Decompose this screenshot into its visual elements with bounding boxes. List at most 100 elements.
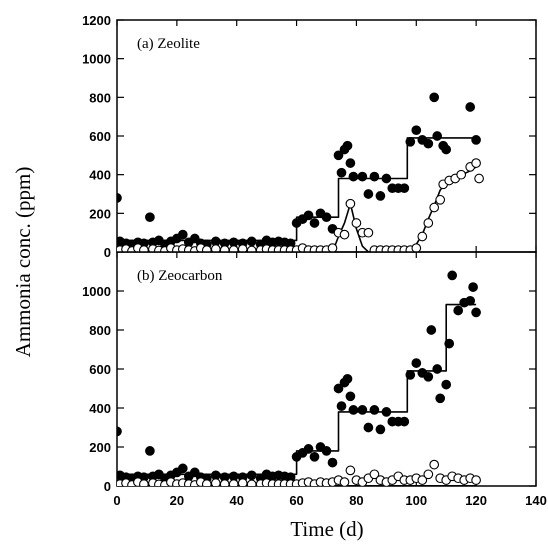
series-layer <box>117 92 484 252</box>
effluent-point <box>471 475 481 485</box>
influent-point <box>309 218 320 228</box>
y-tick-label: 600 <box>89 129 111 144</box>
y-tick-label: 800 <box>89 323 111 338</box>
x-tick-label: 100 <box>405 493 427 508</box>
influent-point <box>336 167 347 178</box>
effluent-point <box>228 479 239 486</box>
influent-point <box>447 270 458 281</box>
y-axis-label: Ammonia conc. (ppm) <box>11 167 35 358</box>
effluent-point <box>417 475 428 485</box>
influent-point <box>426 325 437 335</box>
influent-point <box>375 424 386 435</box>
influent-point <box>309 451 320 462</box>
y-tick-label: 1200 <box>82 13 111 28</box>
effluent-point <box>345 465 356 476</box>
effluent-point <box>351 218 362 228</box>
effluent-point <box>246 479 257 486</box>
effluent-point <box>429 459 440 470</box>
influent-point <box>465 102 476 112</box>
influent-point <box>435 393 446 404</box>
influent-point <box>411 125 422 136</box>
x-axis-label: Time (d) <box>290 517 363 541</box>
effluent-point <box>429 202 440 213</box>
influent-point <box>411 358 422 368</box>
influent-point <box>145 212 155 223</box>
y-tick-label: 200 <box>89 440 111 455</box>
influent-point <box>117 193 122 203</box>
effluent-point <box>339 229 350 240</box>
influent-point <box>423 138 434 149</box>
effluent-point <box>201 245 212 252</box>
series-layer <box>117 270 481 486</box>
effluent-point <box>219 479 230 486</box>
x-tick-label: 140 <box>525 493 547 508</box>
effluent-point <box>339 477 350 486</box>
x-tick-label: 40 <box>229 493 243 508</box>
influent-point <box>441 379 452 390</box>
x-tick-label: 0 <box>113 493 120 508</box>
panel-title: (b) Zeocarbon <box>137 268 223 284</box>
influent-point <box>321 212 332 223</box>
y-tick-label: 400 <box>89 168 111 183</box>
influent-point <box>357 405 368 415</box>
influent-point <box>357 171 368 182</box>
influent-point <box>145 446 155 456</box>
influent-point <box>453 305 464 316</box>
effluent-point <box>363 227 374 238</box>
x-tick-label: 60 <box>289 493 303 508</box>
effluent-point <box>423 218 434 228</box>
effluent-point <box>369 469 380 480</box>
influent-point <box>471 135 481 145</box>
influent-point <box>177 463 188 474</box>
effluent-point <box>327 243 338 252</box>
influent-point <box>321 446 332 456</box>
effluent-point <box>219 245 230 252</box>
effluent-point <box>435 194 446 205</box>
effluent-point <box>411 243 422 252</box>
effluent-point <box>345 198 356 209</box>
effluent-point <box>417 231 428 242</box>
panel-title: (a) Zeolite <box>137 36 200 52</box>
influent-point <box>399 183 410 194</box>
applied-load-step-line <box>117 303 477 476</box>
effluent-point <box>474 173 484 184</box>
influent-point <box>348 405 359 415</box>
effluent-point <box>423 469 434 480</box>
y-tick-label: 1000 <box>82 284 111 299</box>
influent-point <box>369 171 380 182</box>
influent-point <box>369 405 380 415</box>
x-tick-label: 120 <box>465 493 487 508</box>
effluent-point <box>139 479 149 486</box>
y-tick-label: 600 <box>89 362 111 377</box>
influent-point <box>375 191 386 201</box>
influent-point <box>471 307 481 318</box>
influent-point <box>333 383 344 394</box>
effluent-point <box>456 169 467 180</box>
influent-point <box>432 131 443 141</box>
y-tick-label: 800 <box>89 90 111 105</box>
panel-zeocarbon: 0 200 400 600 800 1000 0 20 40 60 80 100 120 140 (b) Z… <box>82 251 547 508</box>
influent-point <box>399 416 410 427</box>
y-tick-label: 0 <box>104 479 111 494</box>
influent-point <box>336 401 347 411</box>
influent-point <box>405 136 416 147</box>
effluent-point <box>237 244 248 252</box>
influent-point <box>381 407 392 417</box>
influent-point <box>303 210 314 221</box>
x-tick-label: 80 <box>349 493 363 508</box>
y-tick-label: 400 <box>89 401 111 416</box>
influent-point <box>432 364 443 374</box>
influent-point <box>177 229 188 240</box>
influent-point <box>468 282 478 292</box>
influent-point <box>423 371 434 382</box>
effluent-point <box>246 245 257 252</box>
influent-point <box>342 373 353 384</box>
influent-point <box>381 173 392 184</box>
influent-point <box>363 422 374 433</box>
influent-point <box>345 391 356 402</box>
influent-point <box>117 426 122 437</box>
effluent-point <box>139 245 149 252</box>
influent-point <box>246 470 257 481</box>
influent-point <box>405 370 416 380</box>
